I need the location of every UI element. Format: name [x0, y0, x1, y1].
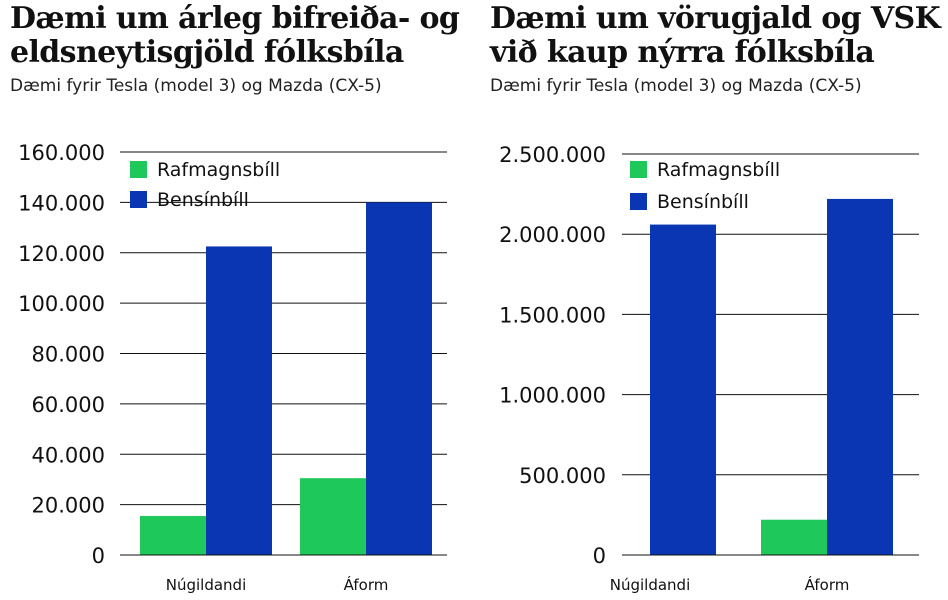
- y-tick-label: 160.000: [18, 141, 105, 165]
- legend-swatch: [130, 161, 147, 178]
- legend-label: Rafmagnsbíll: [657, 159, 780, 181]
- bar-electric-planned: [761, 519, 827, 555]
- y-tick-label: 2.000.000: [499, 223, 606, 247]
- y-tick-label: 100.000: [18, 292, 105, 316]
- y-tick-label: 500.000: [519, 464, 606, 488]
- legend-label: Bensínbíll: [157, 189, 249, 211]
- chart-subtitle: Dæmi fyrir Tesla (model 3) og Mazda (CX-…: [10, 76, 382, 96]
- y-tick-label: 0: [92, 544, 105, 568]
- y-tick-label: 1.500.000: [499, 303, 606, 327]
- bar-chart-annual-fees: 0 20.000 40.000 60.000 80.000 100.000 120.000 1…: [18, 141, 447, 594]
- chart-title: Dæmi um vörugjald og VSK við kaup nýrra f…: [490, 1, 941, 70]
- chart-panel-annual-fees: Dæmi um árleg bifreiða- og eldsneytisgjöl…: [10, 1, 460, 595]
- x-category-label: Núgildandi: [166, 576, 247, 594]
- y-tick-label: 80.000: [32, 343, 105, 367]
- legend-label: Rafmagnsbíll: [157, 159, 280, 181]
- bar-petrol-current: [206, 246, 272, 555]
- bar-petrol-current: [650, 224, 716, 556]
- y-tick-label: 20.000: [32, 494, 105, 518]
- bar-electric-planned: [300, 478, 366, 555]
- bar-petrol-planned: [366, 202, 432, 555]
- bar-electric-current: [140, 515, 206, 555]
- y-tick-label: 0: [593, 544, 606, 568]
- y-tick-label: 60.000: [32, 393, 105, 417]
- x-category-label: Áform: [344, 575, 389, 594]
- y-tick-label: 40.000: [32, 443, 105, 467]
- legend-swatch: [130, 191, 147, 208]
- y-tick-label: 140.000: [18, 191, 105, 215]
- y-tick-label: 120.000: [18, 242, 105, 266]
- bar-petrol-planned: [827, 198, 893, 556]
- legend-swatch: [630, 193, 647, 210]
- y-tick-label: 1.000.000: [499, 384, 606, 408]
- chart-panel-purchase-tax: Dæmi um vörugjald og VSK við kaup nýrra f…: [474, 0, 948, 600]
- chart-title: Dæmi um árleg bifreiða- og eldsneytisgjöl…: [10, 1, 460, 70]
- legend-swatch: [630, 161, 647, 178]
- bar-chart-purchase-tax: 0 500.000 1.000.000 1.500.000 2.000.000 2.500…: [499, 143, 919, 594]
- x-category-label: Áform: [805, 575, 850, 594]
- legend-label: Bensínbíll: [657, 191, 749, 213]
- chart-subtitle: Dæmi fyrir Tesla (model 3) og Mazda (CX-…: [490, 76, 862, 96]
- x-category-label: Núgildandi: [610, 576, 691, 594]
- y-tick-label: 2.500.000: [499, 143, 606, 167]
